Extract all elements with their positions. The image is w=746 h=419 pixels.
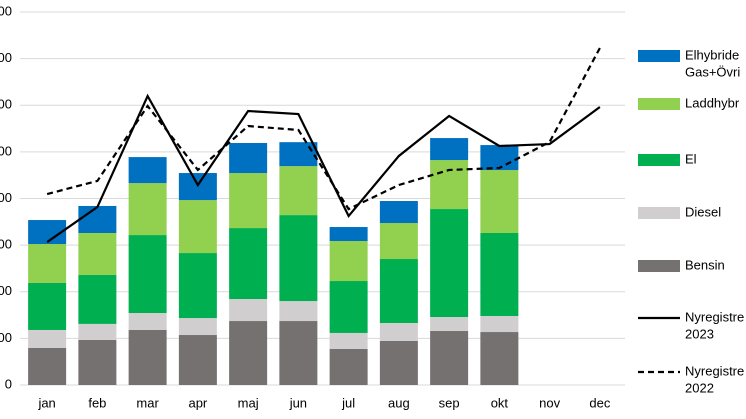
bar-segment bbox=[279, 166, 318, 216]
legend-label: Gas+Övri bbox=[685, 64, 740, 79]
bar-segment bbox=[78, 274, 117, 324]
bar-segment bbox=[430, 317, 469, 332]
bar-segment bbox=[229, 173, 268, 229]
x-tick-label: feb bbox=[88, 395, 106, 410]
y-tick-label: 00 bbox=[0, 50, 12, 65]
bar-segment bbox=[229, 228, 268, 300]
bar-segment bbox=[480, 170, 519, 234]
bar-segment bbox=[128, 329, 167, 385]
bar-segment bbox=[379, 259, 418, 323]
bar-segment bbox=[480, 315, 519, 333]
bar-segment bbox=[28, 282, 67, 330]
bar-segment bbox=[279, 301, 318, 322]
bar-segment bbox=[279, 321, 318, 385]
legend-label: 2022 bbox=[685, 380, 714, 395]
legend-swatch bbox=[638, 98, 680, 110]
x-tick-label: nov bbox=[539, 395, 560, 410]
y-tick-label: 00 bbox=[0, 3, 12, 18]
legend-swatch bbox=[638, 260, 680, 272]
legend-label: Elhybride bbox=[685, 47, 739, 62]
bar-segment bbox=[279, 142, 318, 167]
bar-segment bbox=[279, 215, 318, 302]
bar-segment bbox=[430, 160, 469, 210]
bar-segment bbox=[128, 183, 167, 236]
legend-label: 2023 bbox=[685, 326, 714, 341]
bar-segment bbox=[379, 322, 418, 341]
bar-segment bbox=[28, 220, 67, 245]
bar-segment bbox=[329, 332, 368, 350]
bar-segment bbox=[229, 321, 268, 385]
bar-segment bbox=[178, 318, 217, 336]
bar-segment bbox=[329, 241, 368, 282]
bar-segment bbox=[329, 349, 368, 385]
x-tick-label: dec bbox=[589, 395, 610, 410]
x-tick-label: aug bbox=[388, 395, 410, 410]
bar-segment bbox=[178, 200, 217, 254]
bar-segment bbox=[128, 235, 167, 314]
x-tick-label: okt bbox=[491, 395, 509, 410]
x-tick-label: jan bbox=[37, 395, 55, 410]
bar-segment bbox=[430, 331, 469, 385]
legend-label: Bensin bbox=[685, 257, 725, 272]
bar-segment bbox=[78, 205, 117, 234]
bar-segment bbox=[480, 332, 519, 385]
legend-swatch bbox=[638, 154, 680, 166]
bar-segment bbox=[480, 145, 519, 171]
bar-segment bbox=[329, 281, 368, 333]
legend-swatch bbox=[638, 50, 680, 62]
bar-segment bbox=[379, 201, 418, 224]
bar-segment bbox=[78, 233, 117, 275]
x-tick-label: jun bbox=[289, 395, 307, 410]
bar-segment bbox=[178, 253, 217, 319]
bar-segment bbox=[379, 223, 418, 260]
legend-label: El bbox=[685, 151, 697, 166]
bar-segment bbox=[229, 299, 268, 322]
y-tick-label: 00 bbox=[0, 190, 12, 205]
x-tick-label: sep bbox=[439, 395, 460, 410]
bar-segment bbox=[128, 313, 167, 330]
bar-segment bbox=[229, 143, 268, 174]
legend-label: Laddhybr bbox=[685, 95, 740, 110]
legend-label: Diesel bbox=[685, 204, 721, 219]
legend-label: Nyregistre bbox=[685, 309, 744, 324]
bar-segment bbox=[480, 233, 519, 316]
x-tick-label: apr bbox=[188, 395, 207, 410]
bar-segment bbox=[430, 209, 469, 318]
bar-segment bbox=[28, 329, 67, 348]
bar-segment bbox=[28, 347, 67, 385]
y-tick-label: 00 bbox=[0, 143, 12, 158]
legend-swatch bbox=[638, 207, 680, 219]
legend-label: Nyregistre bbox=[685, 363, 744, 378]
bar-segment bbox=[78, 323, 117, 340]
bar-segment bbox=[329, 227, 368, 242]
y-tick-label: 00 bbox=[0, 97, 12, 112]
bar-segment bbox=[128, 157, 167, 184]
line bbox=[46, 93, 601, 243]
y-tick-label: 0 bbox=[5, 376, 12, 391]
bar-segment bbox=[28, 244, 67, 283]
x-tick-label: maj bbox=[238, 395, 259, 410]
y-tick-label: 00 bbox=[0, 330, 12, 345]
x-tick-label: mar bbox=[136, 395, 159, 410]
line bbox=[46, 47, 601, 211]
bar-segment bbox=[78, 339, 117, 385]
y-tick-label: 00 bbox=[0, 237, 12, 252]
bar-segment bbox=[178, 335, 217, 385]
bar-segment bbox=[379, 340, 418, 385]
y-tick-label: 00 bbox=[0, 283, 12, 298]
x-tick-label: jul bbox=[341, 395, 355, 410]
bar-segment bbox=[430, 138, 469, 161]
